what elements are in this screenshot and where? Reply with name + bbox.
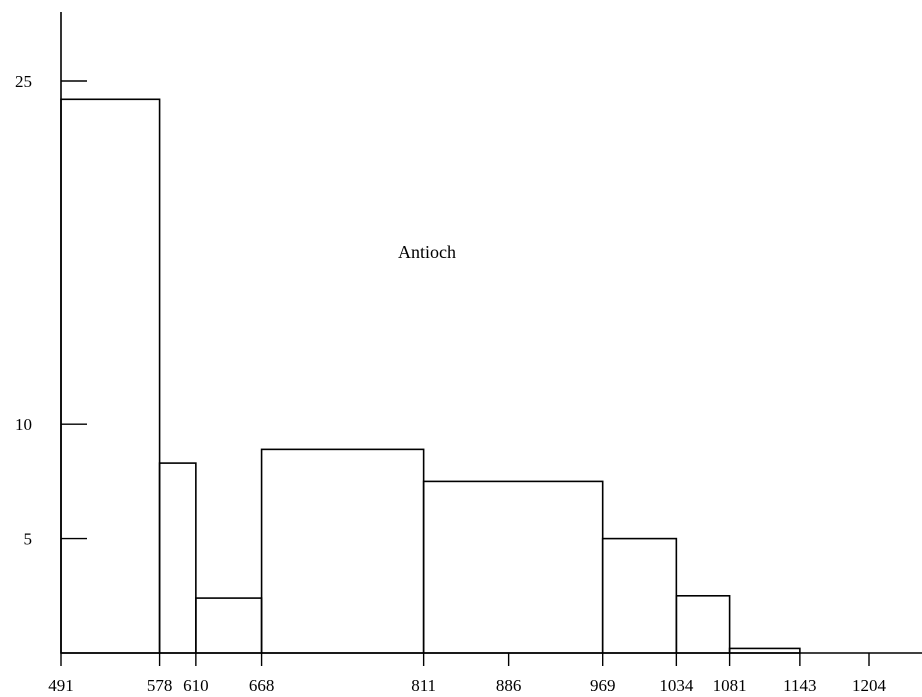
y-tick-label: 25 — [15, 72, 32, 91]
bar-578-610 — [158, 462, 197, 654]
x-tick-label: 1081 — [713, 676, 747, 695]
y-tick-label: 5 — [24, 530, 33, 549]
x-tick-label: 1143 — [783, 676, 816, 695]
y-ticks-group: 5 10 25 — [15, 72, 87, 549]
bar-668-811 — [260, 448, 425, 654]
x-tick-label: 1034 — [659, 676, 694, 695]
x-tick-label: 886 — [496, 676, 522, 695]
y-tick-label: 10 — [15, 415, 32, 434]
x-tick-label: 610 — [183, 676, 209, 695]
bar-969-1034 — [601, 537, 678, 654]
x-ticks-group: 491 578 610 668 811 886 969 1034 1081 1143 1204 — [48, 653, 887, 695]
x-tick-label: 578 — [147, 676, 173, 695]
bar-1034-1081 — [675, 594, 731, 654]
x-tick-label: 811 — [411, 676, 436, 695]
bars-group — [60, 98, 801, 654]
x-tick-label: 969 — [590, 676, 616, 695]
chart-annotation: Antioch — [398, 242, 456, 262]
bar-811-969 — [422, 480, 604, 654]
x-tick-label: 1204 — [852, 676, 887, 695]
x-tick-label: 668 — [249, 676, 275, 695]
axes-group — [60, 12, 922, 654]
x-tick-label: 491 — [48, 676, 74, 695]
bar-491-578 — [60, 98, 161, 654]
bar-610-668 — [195, 597, 263, 654]
